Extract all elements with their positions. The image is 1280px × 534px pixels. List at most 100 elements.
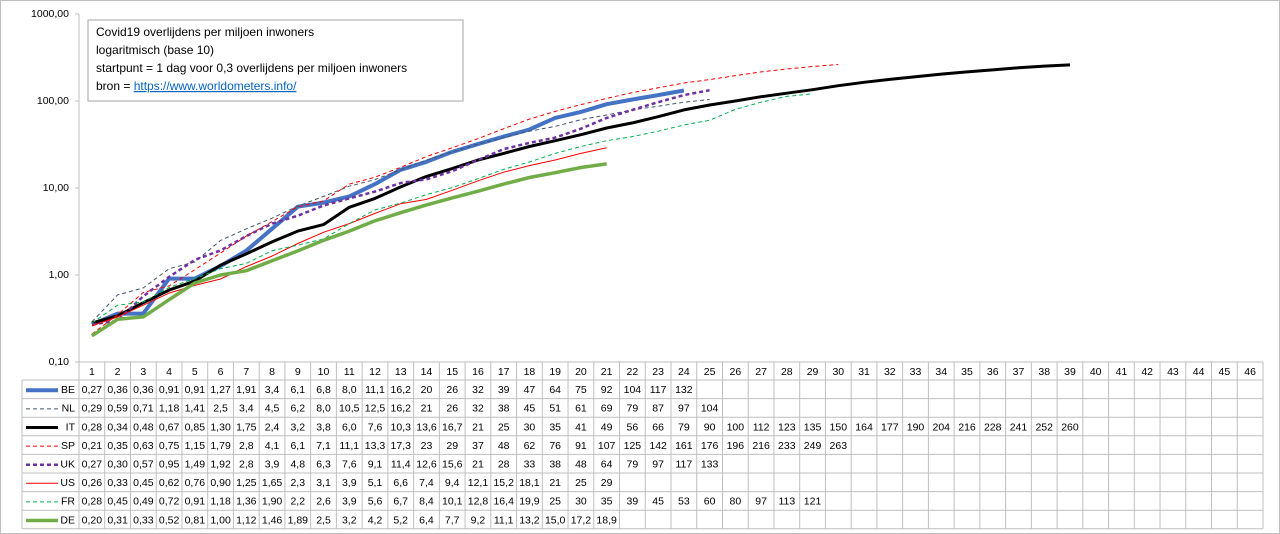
series-line	[91, 64, 839, 335]
x-tick-label: 38	[1038, 366, 1050, 378]
x-tick-label: 33	[910, 366, 922, 378]
table-cell: 3,4	[239, 403, 254, 415]
x-tick-label: 29	[807, 366, 819, 378]
table-cell: 135	[804, 421, 822, 433]
x-tick-label: 17	[498, 366, 510, 378]
table-cell: 1,25	[236, 477, 257, 489]
title-line: startpunt = 1 dag voor 0,3 overlijdens p…	[96, 61, 407, 75]
table-cell: 6,3	[316, 458, 331, 470]
table-cell: 177	[881, 421, 899, 433]
x-tick-label: 11	[344, 366, 355, 378]
table-cell: 2,6	[316, 496, 331, 508]
table-cell: 39	[498, 384, 510, 396]
series-line	[91, 88, 710, 326]
table-cell: 233	[778, 440, 796, 452]
table-cell: 4,8	[290, 458, 305, 470]
title-line: Covid19 overlijdens per miljoen inwoners	[96, 25, 314, 39]
table-cell: 1,49	[185, 458, 206, 470]
y-tick-label: 100,00	[37, 95, 69, 107]
x-tick-label: 20	[575, 366, 587, 378]
legend-label: FR	[61, 496, 75, 508]
table-cell: 48	[498, 440, 510, 452]
table-cell: 0,36	[107, 384, 128, 396]
table-cell: 12,1	[468, 477, 489, 489]
table-cell: 104	[701, 403, 719, 415]
table-cell: 113	[778, 496, 795, 508]
table-cell: 30	[575, 496, 587, 508]
x-tick-label: 42	[1141, 366, 1153, 378]
table-cell: 56	[627, 421, 639, 433]
table-cell: 1,41	[185, 403, 206, 415]
table-cell: 1,46	[262, 514, 283, 526]
table-cell: 3,2	[290, 421, 305, 433]
table-cell: 121	[804, 496, 822, 508]
table-cell: 38	[549, 458, 561, 470]
table-cell: 0,81	[185, 514, 206, 526]
table-cell: 241	[1010, 421, 1028, 433]
table-cell: 249	[804, 440, 822, 452]
table-cell: 16,4	[493, 496, 514, 508]
table-cell: 1,65	[262, 477, 283, 489]
x-tick-label: 43	[1167, 366, 1179, 378]
table-cell: 0,91	[185, 384, 206, 396]
legend-label: DE	[60, 514, 75, 526]
x-tick-label: 30	[832, 366, 844, 378]
x-tick-label: 44	[1193, 366, 1205, 378]
table-cell: 0,27	[82, 384, 103, 396]
x-tick-label: 45	[1219, 366, 1231, 378]
table-cell: 8,0	[316, 403, 331, 415]
table-cell: 8,4	[419, 496, 434, 508]
x-tick-label: 35	[961, 366, 973, 378]
table-cell: 6,0	[342, 421, 357, 433]
table-cell: 0,85	[185, 421, 206, 433]
table-cell: 2,5	[316, 514, 331, 526]
table-cell: 123	[778, 421, 796, 433]
table-cell: 79	[627, 458, 639, 470]
table-cell: 117	[650, 384, 667, 396]
table-cell: 6,7	[393, 496, 408, 508]
table-cell: 0,26	[82, 477, 103, 489]
series-line	[91, 99, 710, 323]
table-cell: 117	[675, 458, 692, 470]
x-tick-label: 4	[166, 366, 172, 378]
table-cell: 15,0	[545, 514, 566, 526]
series-line	[91, 93, 813, 324]
table-cell: 33	[524, 458, 536, 470]
table-cell: 28	[498, 458, 510, 470]
table-cell: 2,3	[290, 477, 305, 489]
x-tick-label: 18	[524, 366, 536, 378]
table-cell: 7,6	[342, 458, 357, 470]
table-cell: 0,76	[185, 477, 206, 489]
table-cell: 69	[601, 403, 613, 415]
table-cell: 1,18	[210, 496, 231, 508]
table-cell: 16,7	[442, 421, 463, 433]
table-cell: 5,1	[368, 477, 383, 489]
table-cell: 0,49	[133, 496, 154, 508]
table-cell: 61	[575, 403, 587, 415]
table-cell: 7,6	[368, 421, 383, 433]
table-cell: 26	[446, 384, 458, 396]
table-cell: 0,28	[82, 496, 103, 508]
x-tick-label: 9	[295, 366, 301, 378]
table-cell: 39	[627, 496, 639, 508]
table-cell: 91	[575, 440, 587, 452]
table-cell: 112	[753, 421, 770, 433]
table-cell: 204	[932, 421, 950, 433]
table-cell: 66	[652, 421, 664, 433]
series-line	[91, 88, 685, 327]
table-cell: 0,34	[107, 421, 128, 433]
table-cell: 0,20	[82, 514, 103, 526]
series-line	[91, 63, 1071, 325]
source-link[interactable]: https://www.worldometers.info/	[134, 79, 297, 93]
table-cell: 6,2	[290, 403, 305, 415]
x-tick-label: 7	[243, 366, 249, 378]
table-cell: 9,1	[368, 458, 383, 470]
table-cell: 0,28	[82, 421, 103, 433]
table-cell: 1,15	[185, 440, 206, 452]
table-cell: 79	[678, 421, 690, 433]
table-cell: 16,2	[391, 384, 412, 396]
table-cell: 1,30	[210, 421, 231, 433]
x-tick-label: 8	[269, 366, 275, 378]
table-cell: 45	[652, 496, 664, 508]
